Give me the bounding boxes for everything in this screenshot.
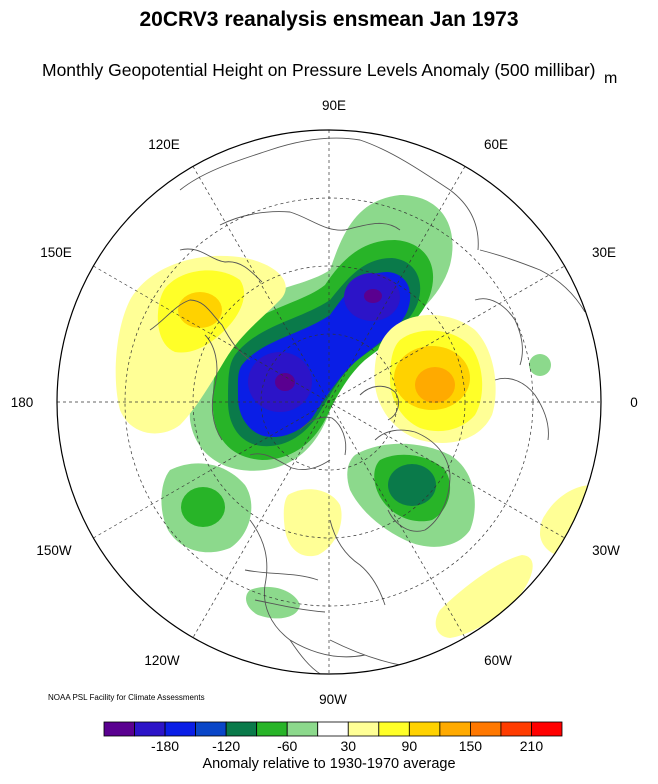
- anomaly-core-purple-2: [364, 289, 382, 303]
- anomaly-region-pos-light-3: [283, 489, 342, 557]
- colorbar-swatch: [469, 721, 502, 737]
- colorbar-tick-label: 210: [519, 738, 544, 754]
- lon-label-90w: 90W: [319, 692, 347, 707]
- graticule: [57, 130, 601, 674]
- colorbar-tick-label: 30: [340, 738, 357, 754]
- lon-label-60e: 60E: [484, 137, 508, 152]
- coastlines: [149, 137, 586, 674]
- unit-label: m: [604, 70, 618, 87]
- colorbar-swatch: [317, 721, 349, 737]
- anomaly-core-gold-1: [178, 292, 222, 328]
- colorbar-swatch: [256, 721, 288, 737]
- lon-label-0: 0: [630, 395, 638, 410]
- anomaly-field: [115, 195, 601, 638]
- anomaly-region-neg-mid-3: [181, 487, 225, 527]
- colorbar-swatch: [347, 721, 380, 737]
- map-title: 20CRV3 reanalysis ensmean Jan 1973: [139, 8, 519, 31]
- anomaly-region-pos-light-5: [435, 555, 533, 638]
- colorbar-swatch: [378, 721, 410, 737]
- colorbar-swatch: [225, 721, 258, 737]
- colorbar-tick-label: -180: [151, 738, 180, 754]
- colorbar-tick-label: -120: [212, 738, 241, 754]
- lon-label-150w: 150W: [36, 543, 72, 558]
- colorbar-swatch: [531, 721, 563, 737]
- lon-label-120e: 120E: [148, 137, 180, 152]
- colorbar-tick-label: -60: [277, 738, 298, 754]
- colorbar-swatch: [103, 721, 135, 737]
- lon-label-30e: 30E: [592, 245, 616, 260]
- map-boundary: [56, 129, 602, 675]
- anomaly-core-orange-1: [415, 367, 455, 403]
- colorbar: [103, 721, 563, 737]
- colorbar-swatch: [164, 721, 196, 737]
- anomaly-region-neg-dark-2: [388, 464, 436, 506]
- lon-label-120w: 120W: [144, 653, 180, 668]
- anomaly-region-neg-light-4: [246, 586, 300, 619]
- colorbar-swatch: [286, 721, 319, 737]
- lon-label-60w: 60W: [484, 653, 512, 668]
- lon-label-150e: 150E: [40, 245, 72, 260]
- colorbar-swatch: [195, 721, 227, 737]
- lon-label-180: 180: [11, 395, 34, 410]
- colorbar-swatch: [408, 721, 441, 737]
- anomaly-core-purple-1: [275, 373, 295, 391]
- colorbar-tick-label: 150: [458, 738, 483, 754]
- credit-text: NOAA PSL Facility for Climate Assessment…: [48, 693, 205, 702]
- colorbar-caption: Anomaly relative to 1930-1970 average: [202, 756, 456, 772]
- colorbar-swatch: [439, 721, 471, 737]
- map-subtitle: Monthly Geopotential Height on Pressure …: [42, 60, 596, 80]
- colorbar-swatch: [500, 721, 532, 737]
- lon-label-30w: 30W: [592, 543, 620, 558]
- anomaly-region-neg-light-5: [529, 354, 551, 376]
- colorbar-swatch: [134, 721, 166, 737]
- lon-label-90e: 90E: [322, 98, 346, 113]
- colorbar-tick-label: 90: [401, 738, 418, 754]
